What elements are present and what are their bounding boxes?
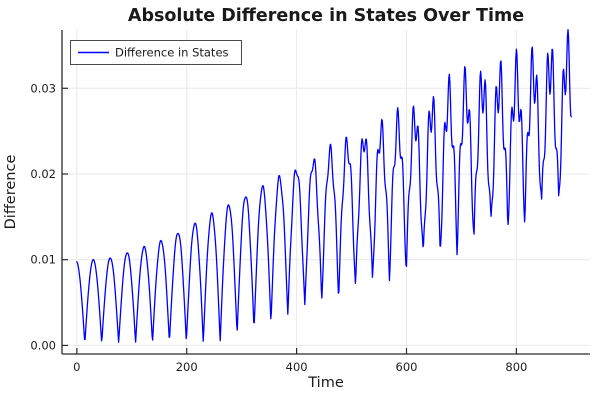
x-tick-label: 0 bbox=[73, 360, 80, 374]
x-axis-label: Time bbox=[307, 375, 344, 391]
y-axis-label: Difference bbox=[3, 155, 19, 230]
chart-title: Absolute Difference in States Over Time bbox=[128, 6, 524, 26]
y-tick-label: 0.02 bbox=[30, 167, 56, 181]
difference-line-series bbox=[76, 29, 572, 343]
y-tick-label: 0.03 bbox=[30, 81, 56, 95]
x-tick-label: 400 bbox=[286, 360, 308, 374]
legend-entry-label: Difference in States bbox=[115, 46, 229, 60]
x-tick-label: 800 bbox=[505, 360, 527, 374]
legend: Difference in States bbox=[70, 40, 242, 65]
x-tick-label: 200 bbox=[176, 360, 198, 374]
y-tick-label: 0.01 bbox=[30, 253, 56, 267]
axes bbox=[61, 30, 590, 355]
tick-labels: 0 200 400 600 800 0.00 0.01 0.02 0.03 bbox=[30, 81, 527, 374]
y-tick-label: 0.00 bbox=[30, 338, 56, 352]
x-tick-label: 600 bbox=[396, 360, 418, 374]
